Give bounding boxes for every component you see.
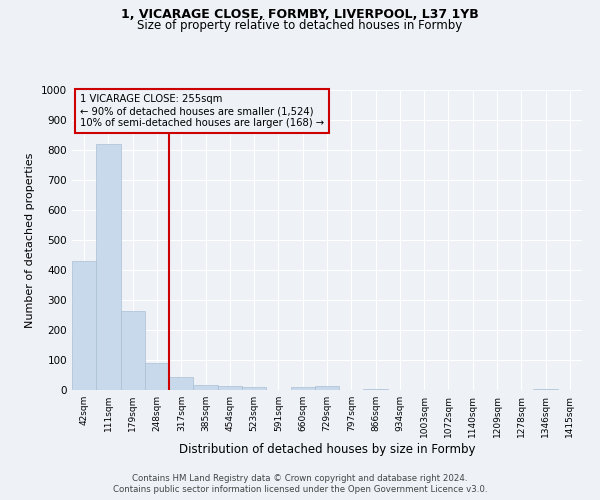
Text: Contains HM Land Registry data © Crown copyright and database right 2024.
Contai: Contains HM Land Registry data © Crown c… bbox=[113, 474, 487, 494]
Bar bbox=[315, 386, 339, 390]
Text: 1 VICARAGE CLOSE: 255sqm
← 90% of detached houses are smaller (1,524)
10% of sem: 1 VICARAGE CLOSE: 255sqm ← 90% of detach… bbox=[80, 94, 324, 128]
Text: 1, VICARAGE CLOSE, FORMBY, LIVERPOOL, L37 1YB: 1, VICARAGE CLOSE, FORMBY, LIVERPOOL, L3… bbox=[121, 8, 479, 20]
Bar bbox=[145, 363, 169, 390]
Bar bbox=[96, 144, 121, 390]
Bar bbox=[193, 384, 218, 390]
Text: Size of property relative to detached houses in Formby: Size of property relative to detached ho… bbox=[137, 19, 463, 32]
Bar bbox=[169, 378, 193, 390]
Bar bbox=[72, 261, 96, 390]
X-axis label: Distribution of detached houses by size in Formby: Distribution of detached houses by size … bbox=[179, 442, 475, 456]
Bar bbox=[218, 386, 242, 390]
Bar bbox=[242, 387, 266, 390]
Bar bbox=[290, 387, 315, 390]
Bar bbox=[121, 310, 145, 390]
Y-axis label: Number of detached properties: Number of detached properties bbox=[25, 152, 35, 328]
Bar bbox=[364, 388, 388, 390]
Bar bbox=[533, 388, 558, 390]
